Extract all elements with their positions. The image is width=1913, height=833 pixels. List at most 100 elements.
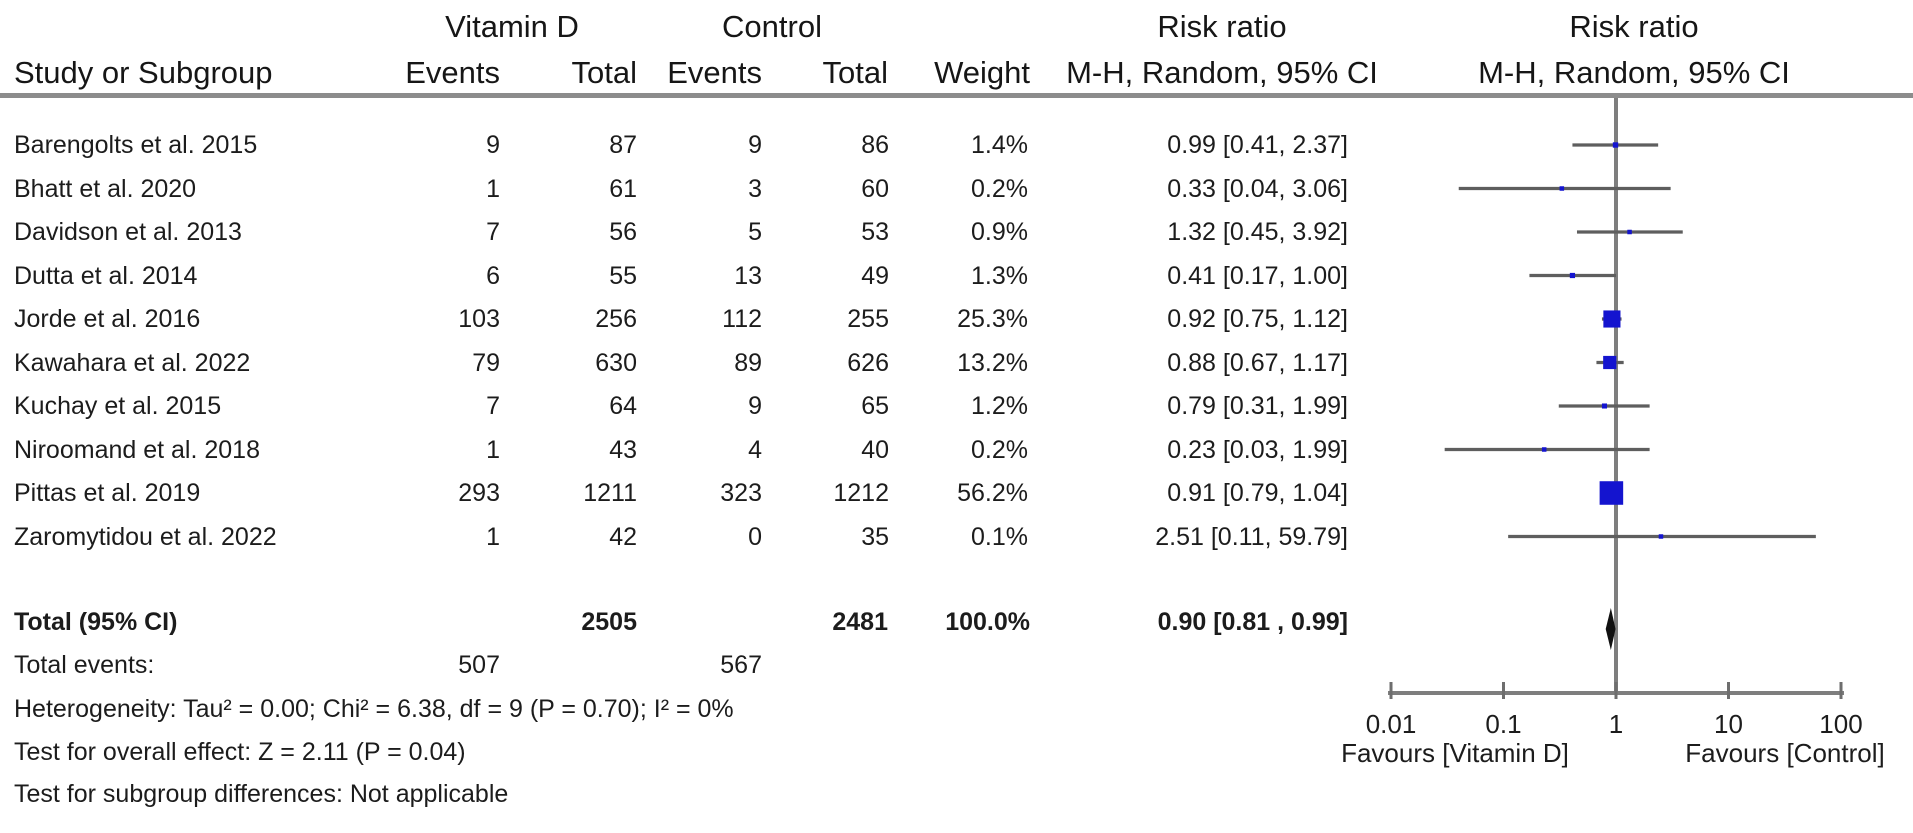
control-events-cell: 112 bbox=[722, 305, 762, 333]
control-events-cell: 3 bbox=[748, 174, 762, 203]
study-label: Pittas et al. 2019 bbox=[14, 479, 201, 507]
ci-cell: 2.51 [0.11, 59.79] bbox=[1155, 522, 1348, 551]
header-treatment-events: Events bbox=[405, 55, 500, 90]
effect-marker bbox=[1601, 403, 1608, 409]
header-treatment-total: Total bbox=[571, 55, 637, 90]
heterogeneity-line: Heterogeneity: Tau² = 0.00; Chi² = 6.38,… bbox=[14, 695, 734, 723]
ci-cell: 0.91 [0.79, 1.04] bbox=[1167, 479, 1348, 507]
treatment-total-cell: 256 bbox=[595, 305, 637, 333]
total-row-label: Total (95% CI) bbox=[14, 608, 178, 636]
effect-marker bbox=[1627, 229, 1632, 235]
treatment-total-cell: 42 bbox=[609, 522, 637, 551]
effect-marker bbox=[1569, 272, 1576, 279]
tick-label: 0.01 bbox=[1366, 709, 1417, 739]
control-events-cell: 13 bbox=[734, 261, 762, 290]
ci-cell: 0.99 [0.41, 2.37] bbox=[1167, 131, 1348, 159]
total-events-treatment: 507 bbox=[458, 651, 500, 679]
control-total-cell: 53 bbox=[861, 218, 889, 246]
ci-cell: 1.32 [0.45, 3.92] bbox=[1167, 218, 1348, 246]
effect-marker bbox=[1599, 481, 1624, 505]
control-total-cell: 49 bbox=[861, 261, 889, 290]
header-method-text-col: M-H, Random, 95% CI bbox=[1066, 55, 1378, 90]
effect-marker bbox=[1658, 534, 1664, 539]
tick-label: 10 bbox=[1714, 709, 1743, 739]
treatment-total-cell: 87 bbox=[609, 131, 637, 159]
header-divider bbox=[0, 93, 1913, 98]
total-control-total: 2481 bbox=[832, 608, 888, 636]
favours-right-label: Favours [Control] bbox=[1685, 738, 1884, 768]
treatment-events-cell: 7 bbox=[486, 392, 500, 420]
control-total-cell: 65 bbox=[861, 392, 889, 420]
treatment-events-cell: 1 bbox=[486, 522, 500, 551]
study-label: Kuchay et al. 2015 bbox=[14, 392, 222, 420]
study-label: Kawahara et al. 2022 bbox=[14, 348, 251, 377]
total-treatment-total: 2505 bbox=[581, 608, 637, 636]
treatment-total-cell: 64 bbox=[609, 392, 637, 420]
tick-label: 0.1 bbox=[1485, 709, 1521, 739]
header-method-plot-col: M-H, Random, 95% CI bbox=[1478, 55, 1790, 90]
treatment-events-cell: 1 bbox=[486, 174, 500, 203]
effect-marker bbox=[1603, 355, 1617, 370]
control-events-cell: 323 bbox=[720, 479, 762, 507]
control-total-cell: 626 bbox=[847, 348, 889, 377]
control-total-cell: 86 bbox=[861, 131, 889, 159]
control-total-cell: 1212 bbox=[833, 479, 889, 507]
control-total-cell: 60 bbox=[861, 174, 889, 203]
effect-marker bbox=[1603, 310, 1621, 328]
weight-cell: 0.2% bbox=[971, 174, 1028, 203]
study-label: Davidson et al. 2013 bbox=[14, 218, 242, 246]
control-total-cell: 35 bbox=[861, 522, 889, 551]
treatment-events-cell: 79 bbox=[472, 348, 500, 377]
header-group-treatment: Vitamin D bbox=[445, 9, 579, 44]
header-weight: Weight bbox=[934, 55, 1030, 90]
weight-cell: 25.3% bbox=[957, 305, 1028, 333]
control-events-cell: 9 bbox=[748, 392, 762, 420]
study-label: Bhatt et al. 2020 bbox=[14, 174, 197, 203]
ci-cell: 0.23 [0.03, 1.99] bbox=[1167, 435, 1348, 464]
effect-marker bbox=[1559, 186, 1565, 191]
treatment-total-cell: 61 bbox=[609, 174, 637, 203]
study-label: Jorde et al. 2016 bbox=[14, 305, 201, 333]
treatment-events-cell: 9 bbox=[486, 131, 500, 159]
treatment-total-cell: 1211 bbox=[583, 479, 637, 507]
treatment-events-cell: 103 bbox=[458, 305, 500, 333]
total-events-control: 567 bbox=[720, 651, 762, 679]
control-total-cell: 255 bbox=[847, 305, 889, 333]
weight-cell: 0.2% bbox=[971, 435, 1028, 464]
study-label: Zaromytidou et al. 2022 bbox=[14, 522, 277, 551]
treatment-total-cell: 56 bbox=[609, 218, 637, 246]
header-group-control: Control bbox=[722, 9, 822, 44]
total-weight: 100.0% bbox=[945, 608, 1030, 636]
header-risk-ratio-text-col: Risk ratio bbox=[1157, 9, 1287, 44]
weight-cell: 1.2% bbox=[971, 392, 1028, 420]
treatment-events-cell: 1 bbox=[486, 435, 500, 464]
treatment-total-cell: 630 bbox=[595, 348, 637, 377]
control-total-cell: 40 bbox=[861, 435, 889, 464]
study-label: Dutta et al. 2014 bbox=[14, 261, 198, 290]
ci-cell: 0.92 [0.75, 1.12] bbox=[1167, 305, 1348, 333]
total-ci-label: 0.90 [0.81 , 0.99] bbox=[1157, 608, 1348, 636]
ci-cell: 0.79 [0.31, 1.99] bbox=[1167, 392, 1348, 420]
study-label: Niroomand et al. 2018 bbox=[14, 435, 260, 464]
favours-left-label: Favours [Vitamin D] bbox=[1341, 738, 1569, 768]
control-events-cell: 5 bbox=[748, 218, 762, 246]
control-events-cell: 4 bbox=[748, 435, 762, 464]
ci-cell: 0.41 [0.17, 1.00] bbox=[1167, 261, 1348, 290]
tick-label: 1 bbox=[1609, 709, 1623, 739]
header-control-total: Total bbox=[822, 55, 888, 90]
overall-effect-line: Test for overall effect: Z = 2.11 (P = 0… bbox=[14, 738, 466, 766]
treatment-total-cell: 43 bbox=[609, 435, 637, 464]
ci-cell: 0.88 [0.67, 1.17] bbox=[1167, 348, 1348, 377]
treatment-events-cell: 6 bbox=[486, 261, 500, 290]
tick-label: 100 bbox=[1819, 709, 1862, 739]
weight-cell: 0.9% bbox=[971, 218, 1028, 246]
treatment-events-cell: 293 bbox=[458, 479, 500, 507]
treatment-total-cell: 55 bbox=[609, 261, 637, 290]
effect-marker bbox=[1612, 142, 1619, 148]
weight-cell: 1.3% bbox=[971, 261, 1028, 290]
header-control-events: Events bbox=[667, 55, 762, 90]
header-study-col: Study or Subgroup bbox=[14, 55, 273, 90]
control-events-cell: 9 bbox=[748, 131, 762, 159]
